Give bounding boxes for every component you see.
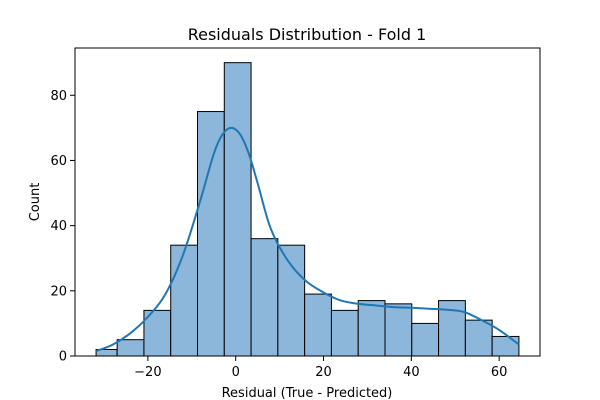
y-tick-label: 40 [50,219,67,234]
x-tick-label: 0 [232,365,240,380]
histogram-bar-8 [304,293,332,357]
histogram-bar-9 [330,309,359,357]
histogram-bar-6 [250,238,279,357]
x-tick-label: 60 [491,365,508,380]
y-axis: 0 20 40 60 80 [50,89,75,365]
histogram-bar-14 [464,319,493,357]
y-tick-label: 20 [50,284,67,299]
y-tick-label: 80 [50,89,67,104]
kde-layer [95,126,520,353]
plot-frame [74,47,541,357]
histogram-bar-12 [411,322,440,357]
histogram-bar-4 [197,111,225,357]
histogram-bar-10 [357,300,386,357]
histogram-bar-5 [223,62,252,357]
histogram-bar-15 [491,335,520,357]
x-tick-label: 40 [403,365,420,380]
kde-curve [95,126,520,353]
histogram-bar-3 [170,244,199,357]
x-tick-label: 20 [315,365,332,380]
x-axis-label: Residual (True - Predicted) [222,386,393,400]
histogram-bars [95,62,520,357]
histogram-bar-11 [384,303,413,357]
y-tick-label: 0 [59,350,67,365]
chart-title: Residuals Distribution - Fold 1 [188,25,427,44]
y-tick-label: 60 [50,154,67,169]
histogram-bar-1 [116,339,145,357]
histogram-bar-7 [277,244,306,357]
x-axis: −20 0 20 40 60 [134,356,507,380]
x-tick-label: −20 [134,365,161,380]
y-axis-label: Count [28,183,43,222]
